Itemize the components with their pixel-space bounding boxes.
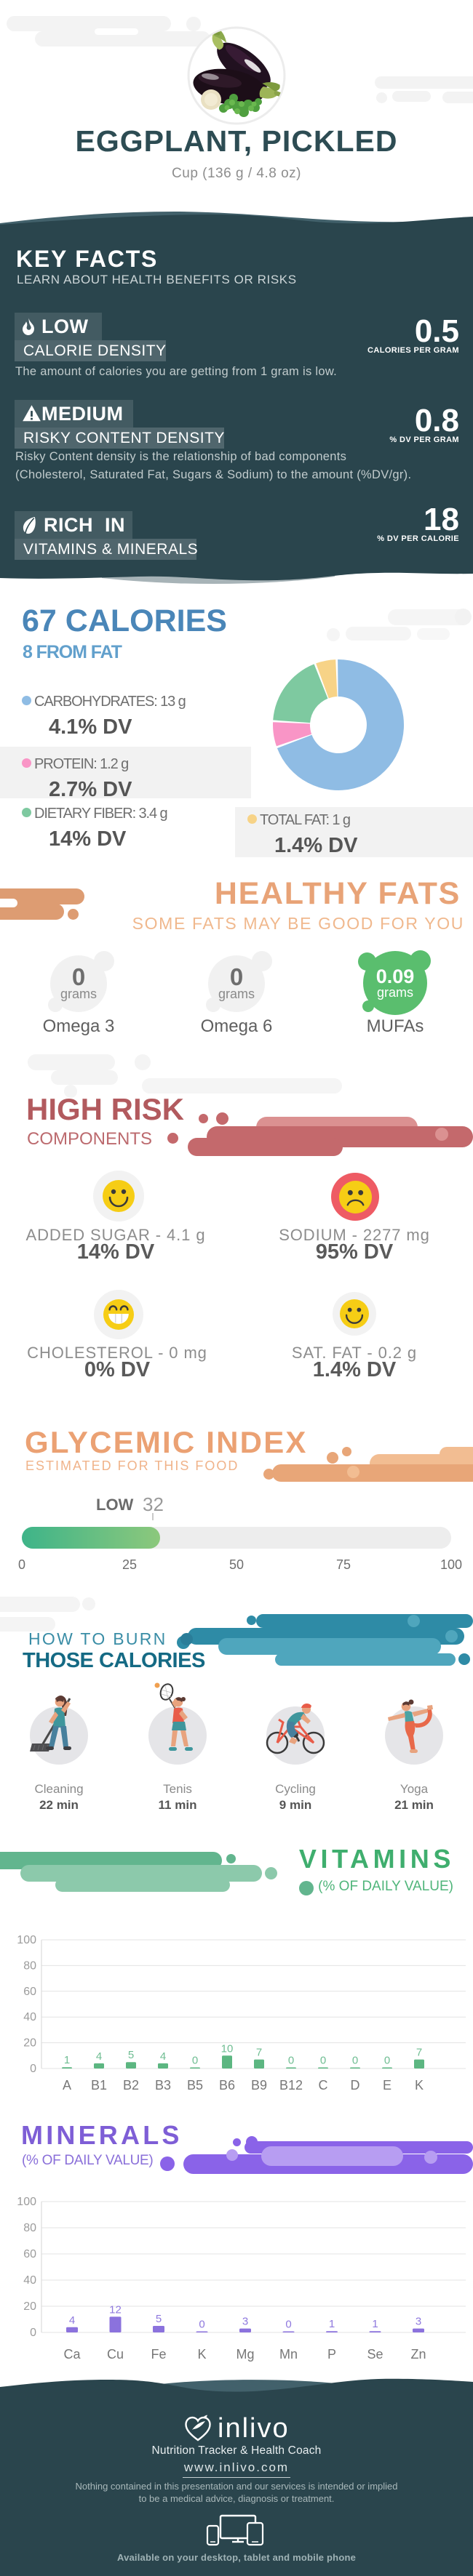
svg-text:80: 80: [23, 1959, 36, 1972]
svg-text:40: 40: [23, 2274, 36, 2287]
svg-text:80: 80: [23, 2222, 36, 2234]
svg-text:B1: B1: [91, 2078, 107, 2093]
svg-text:12: 12: [109, 2303, 122, 2316]
svg-text:B3: B3: [155, 2078, 171, 2093]
svg-text:100: 100: [17, 1934, 36, 1946]
svg-text:5: 5: [128, 2049, 134, 2061]
svg-text:P: P: [327, 2347, 336, 2362]
svg-text:K: K: [197, 2347, 206, 2362]
svg-text:Mn: Mn: [279, 2347, 298, 2362]
svg-text:0: 0: [288, 2055, 294, 2067]
svg-text:B6: B6: [219, 2078, 235, 2093]
svg-text:100: 100: [17, 2196, 36, 2208]
svg-text:Se: Se: [367, 2347, 383, 2362]
svg-text:7: 7: [416, 2047, 422, 2059]
svg-text:Ca: Ca: [63, 2347, 81, 2362]
svg-text:4: 4: [160, 2050, 166, 2063]
svg-text:0: 0: [199, 2319, 204, 2331]
svg-text:40: 40: [23, 2011, 36, 2023]
svg-text:B2: B2: [123, 2078, 139, 2093]
svg-text:Mg: Mg: [236, 2347, 254, 2362]
svg-text:60: 60: [23, 2248, 36, 2260]
svg-text:E: E: [383, 2078, 391, 2093]
svg-text:K: K: [415, 2078, 424, 2093]
svg-text:20: 20: [23, 2037, 36, 2050]
svg-text:0: 0: [384, 2055, 390, 2067]
svg-text:0: 0: [285, 2319, 291, 2331]
svg-text:3: 3: [242, 2316, 248, 2328]
svg-text:4: 4: [69, 2314, 75, 2327]
svg-text:0: 0: [30, 2327, 36, 2339]
svg-text:Cu: Cu: [107, 2347, 124, 2362]
svg-text:C: C: [319, 2078, 328, 2093]
svg-text:0: 0: [320, 2055, 326, 2067]
svg-text:1: 1: [329, 2318, 335, 2330]
svg-text:Fe: Fe: [151, 2347, 166, 2362]
svg-text:7: 7: [256, 2047, 262, 2059]
svg-text:0: 0: [30, 2063, 36, 2075]
svg-text:4: 4: [96, 2050, 102, 2063]
svg-text:D: D: [351, 2078, 360, 2093]
svg-text:0: 0: [192, 2055, 198, 2067]
svg-text:B12: B12: [279, 2078, 303, 2093]
svg-text:0: 0: [352, 2055, 358, 2067]
svg-text:20: 20: [23, 2300, 36, 2313]
svg-text:Zn: Zn: [410, 2347, 426, 2362]
svg-text:B9: B9: [251, 2078, 267, 2093]
svg-text:A: A: [63, 2078, 71, 2093]
svg-text:10: 10: [221, 2042, 234, 2055]
svg-text:5: 5: [156, 2313, 162, 2325]
svg-text:B5: B5: [187, 2078, 203, 2093]
svg-text:1: 1: [372, 2318, 378, 2330]
svg-text:60: 60: [23, 1986, 36, 1998]
svg-text:1: 1: [64, 2054, 70, 2066]
svg-text:3: 3: [416, 2316, 421, 2328]
